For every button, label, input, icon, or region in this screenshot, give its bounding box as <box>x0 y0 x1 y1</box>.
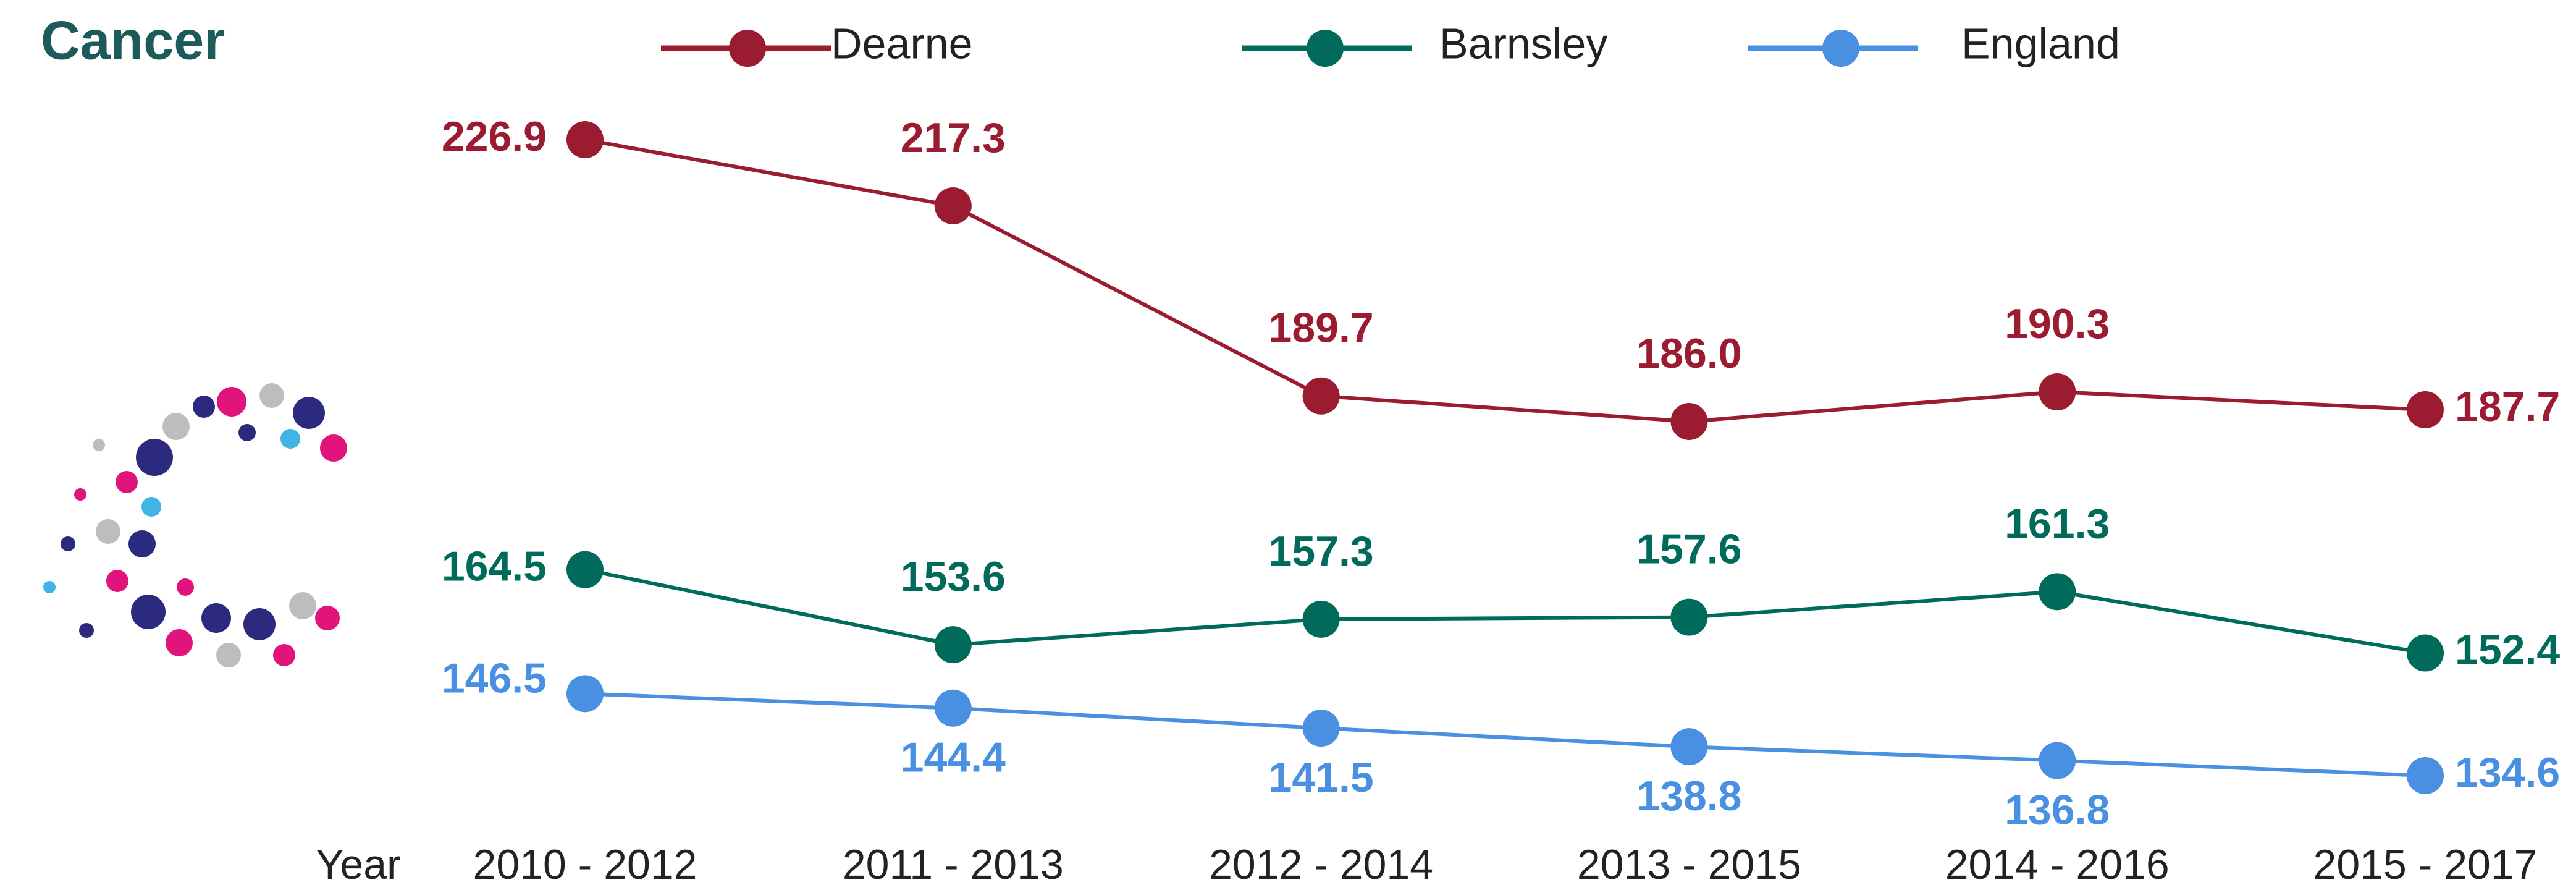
logo-dot <box>293 397 325 429</box>
data-label: 164.5 <box>442 543 547 590</box>
data-point <box>1670 598 1708 636</box>
legend-label: England <box>1961 19 2120 67</box>
logo-dot <box>177 578 194 596</box>
logo-dot <box>243 608 276 640</box>
logo-dot <box>141 497 161 517</box>
data-label: 153.6 <box>901 553 1006 600</box>
legend-marker <box>1307 30 1344 67</box>
legend-marker <box>1822 30 1859 67</box>
data-point <box>566 675 604 713</box>
data-label: 226.9 <box>442 113 547 160</box>
logo-dot <box>320 434 347 462</box>
logo-dot <box>193 396 215 418</box>
series-line <box>584 138 2426 423</box>
logo-dot <box>61 536 75 551</box>
data-label: 136.8 <box>2005 786 2110 833</box>
x-tick-label: 2010 - 2012 <box>473 841 697 888</box>
data-point <box>1670 728 1708 766</box>
x-tick-label: 2014 - 2016 <box>1945 841 2170 888</box>
logo-dot <box>238 424 256 441</box>
logo-dot <box>106 570 128 592</box>
data-label: 161.3 <box>2005 500 2110 547</box>
legend-label: Dearne <box>831 19 973 67</box>
logo-dot <box>43 581 56 593</box>
x-tick-label: 2015 - 2017 <box>2313 841 2538 888</box>
data-label: 217.3 <box>901 114 1006 161</box>
data-label: 186.0 <box>1636 330 1741 377</box>
logo-dot <box>217 387 246 417</box>
series-line <box>584 692 2426 778</box>
data-label: 187.7 <box>2455 383 2560 430</box>
data-label: 152.4 <box>2455 627 2560 674</box>
data-point <box>934 187 972 225</box>
data-point <box>2039 373 2076 411</box>
data-point <box>2407 757 2444 794</box>
logo-dot <box>116 471 138 493</box>
logo-dot <box>273 644 295 666</box>
series-line <box>584 567 2426 655</box>
x-tick-label: 2012 - 2014 <box>1209 841 1433 888</box>
data-point <box>1302 600 1340 638</box>
logo-dot <box>96 519 120 544</box>
logo-dot <box>131 595 166 629</box>
data-point <box>934 626 972 664</box>
logo-dot <box>259 383 284 408</box>
logo-dot <box>79 623 94 638</box>
logo <box>43 383 347 668</box>
logo-dot <box>162 413 190 440</box>
logo-dot <box>128 530 156 557</box>
data-point <box>1302 710 1340 747</box>
x-axis-label: Year <box>316 841 400 888</box>
data-point <box>566 551 604 588</box>
logo-dot <box>280 429 300 449</box>
logo-dot <box>166 629 193 656</box>
data-label: 141.5 <box>1269 754 1374 801</box>
data-label: 189.7 <box>1269 305 1374 352</box>
logo-dot <box>216 643 241 668</box>
x-tick-label: 2011 - 2013 <box>843 841 1064 888</box>
data-label: 144.4 <box>901 734 1006 781</box>
data-point <box>1302 377 1340 415</box>
data-label: 146.5 <box>442 655 547 701</box>
logo-dot <box>74 488 86 501</box>
data-point <box>2407 634 2444 672</box>
chart-title: Cancer <box>41 9 225 70</box>
legend-label: Barnsley <box>1439 19 1607 67</box>
legend-marker <box>729 30 766 67</box>
data-point <box>566 121 604 158</box>
data-point <box>934 689 972 727</box>
x-tick-label: 2013 - 2015 <box>1577 841 1801 888</box>
logo-dot <box>315 606 340 630</box>
data-label: 157.6 <box>1636 526 1741 573</box>
data-label: 157.3 <box>1269 528 1374 575</box>
data-label: 138.8 <box>1636 773 1741 820</box>
logo-dot <box>136 439 173 476</box>
logo-dot <box>289 592 316 619</box>
data-label: 190.3 <box>2005 300 2110 347</box>
data-point <box>2039 573 2076 611</box>
data-point <box>1670 402 1708 440</box>
logo-dot <box>201 603 231 633</box>
data-label: 134.6 <box>2455 749 2560 796</box>
data-point <box>2039 742 2076 779</box>
logo-dot <box>93 439 105 451</box>
data-point <box>2407 391 2444 429</box>
